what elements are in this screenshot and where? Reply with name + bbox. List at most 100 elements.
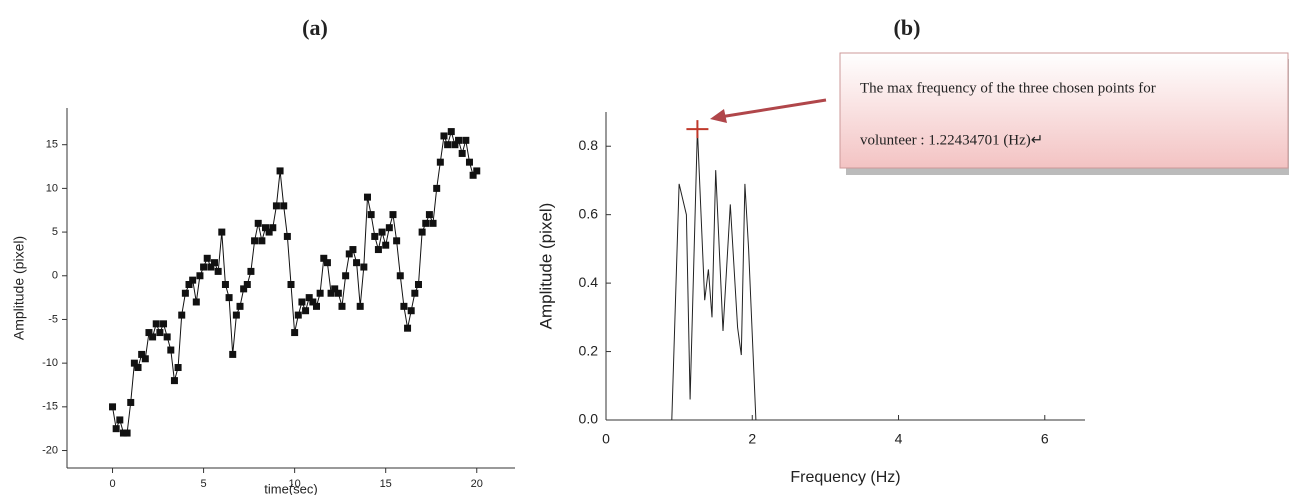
marker: [356, 302, 364, 310]
marker: [462, 136, 470, 144]
marker: [334, 289, 342, 297]
marker: [112, 425, 120, 433]
marker: [455, 136, 463, 144]
marker: [200, 263, 208, 271]
marker: [414, 281, 422, 289]
marker: [367, 211, 375, 219]
marker: [425, 211, 433, 219]
marker: [382, 241, 390, 249]
x-tick-label: 20: [471, 478, 483, 490]
marker: [119, 429, 127, 437]
marker: [447, 128, 455, 136]
marker: [211, 259, 219, 267]
y-tick-label: 0: [52, 270, 58, 282]
marker: [345, 250, 353, 258]
marker: [342, 272, 350, 280]
marker: [123, 429, 131, 437]
y-tick-label: 0.8: [579, 137, 599, 153]
y-tick-label: 0.4: [579, 274, 599, 290]
marker: [174, 364, 182, 372]
marker: [305, 294, 313, 302]
marker: [400, 302, 408, 310]
y-tick-label: -10: [42, 357, 58, 369]
marker: [363, 193, 371, 201]
marker: [254, 219, 262, 227]
marker: [276, 167, 284, 175]
marker: [473, 167, 481, 175]
marker: [160, 320, 168, 328]
y-tick-label: 5: [52, 226, 58, 238]
marker: [396, 272, 404, 280]
y-tick-label: 10: [46, 182, 58, 194]
x-tick-label: 0: [602, 431, 610, 447]
x-axis-label: Frequency (Hz): [790, 469, 900, 486]
max-marker: [686, 120, 709, 139]
y-axis-label: Amplitude (pixel): [11, 236, 27, 340]
marker: [389, 211, 397, 219]
x-tick-label: 5: [201, 478, 207, 490]
marker: [152, 320, 160, 328]
marker: [218, 228, 226, 236]
callout-text: volunteer : 1.22434701 (Hz)↵: [860, 132, 1043, 148]
data-line: [671, 129, 757, 421]
marker: [116, 416, 124, 424]
marker: [429, 219, 437, 227]
marker: [240, 285, 248, 293]
marker: [251, 237, 259, 245]
marker: [287, 281, 295, 289]
marker: [232, 311, 240, 319]
marker: [316, 289, 324, 297]
marker: [130, 359, 138, 367]
marker: [207, 263, 215, 271]
y-tick-label: 0.2: [579, 342, 599, 358]
data-line: [112, 129, 478, 434]
marker: [262, 224, 270, 232]
marker: [189, 276, 197, 284]
marker: [353, 259, 361, 267]
y-tick-label: -20: [42, 444, 58, 456]
marker: [127, 398, 135, 406]
marker: [320, 254, 328, 262]
y-tick-label: 15: [46, 139, 58, 151]
marker: [385, 224, 393, 232]
marker: [418, 228, 426, 236]
marker: [229, 350, 237, 358]
marker: [149, 333, 157, 341]
marker: [378, 228, 386, 236]
marker: [436, 158, 444, 166]
marker: [444, 141, 452, 149]
marker: [458, 149, 466, 157]
marker: [167, 346, 175, 354]
marker: [349, 246, 357, 254]
marker: [440, 132, 448, 140]
panel-title: (a): [302, 15, 328, 40]
marker: [225, 294, 233, 302]
marker: [323, 259, 331, 267]
marker: [265, 228, 273, 236]
marker: [170, 377, 178, 385]
x-tick-label: 6: [1041, 431, 1049, 447]
marker: [451, 141, 459, 149]
y-tick-label: 0.0: [579, 411, 599, 427]
marker: [145, 329, 153, 337]
marker: [221, 281, 229, 289]
marker: [393, 237, 401, 245]
y-axis-label: Amplitude (pixel): [536, 203, 555, 330]
marker: [291, 329, 299, 337]
x-axis-label: time(sec): [264, 481, 317, 495]
marker: [371, 232, 379, 240]
marker: [374, 246, 382, 254]
marker: [203, 254, 211, 262]
marker: [196, 272, 204, 280]
marker: [181, 289, 189, 297]
marker: [269, 224, 277, 232]
marker: [109, 403, 117, 411]
marker: [294, 311, 302, 319]
marker: [272, 202, 280, 210]
x-tick-label: 10: [289, 478, 301, 490]
marker: [338, 302, 346, 310]
marker: [138, 350, 146, 358]
marker: [258, 237, 266, 245]
marker: [214, 267, 222, 275]
